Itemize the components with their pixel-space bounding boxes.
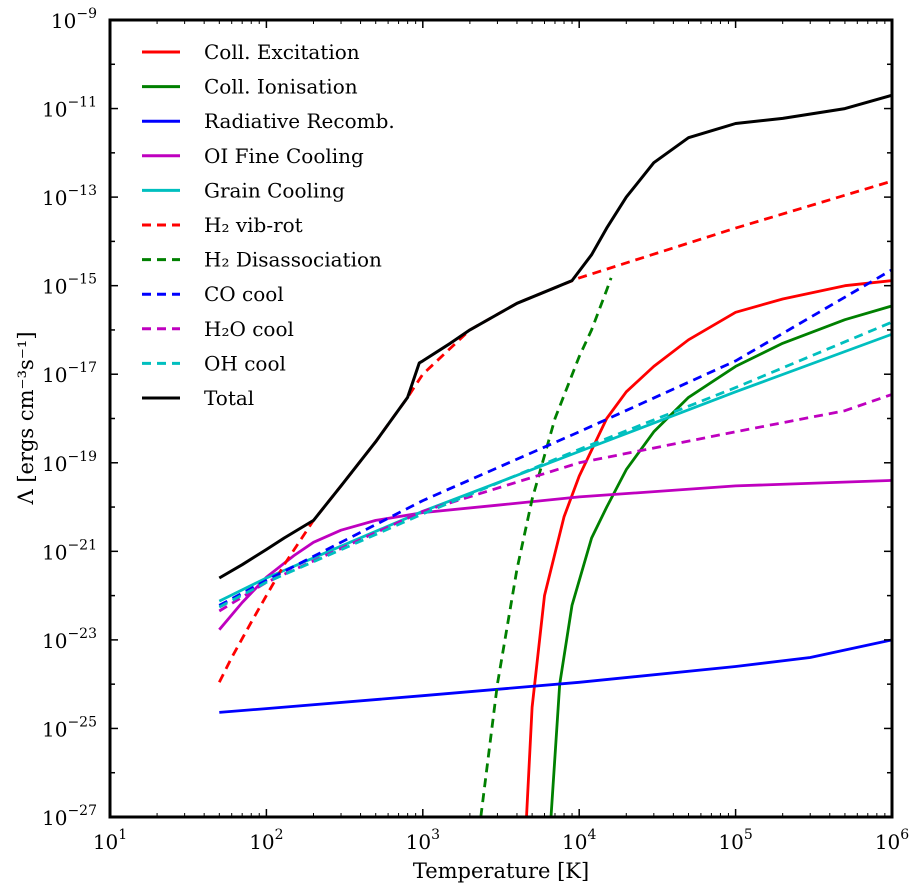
y-tick-label: 10−11 (42, 95, 97, 122)
legend-label-co-cool: CO cool (204, 282, 284, 306)
legend-label-oh-cool: OH cool (204, 351, 286, 375)
x-tick-label: 105 (718, 827, 752, 854)
legend-label-h2-disassociation: H₂ Disassociation (204, 248, 382, 272)
legend: Coll. Excitation Coll. Ionisation Radiativ… (142, 40, 395, 410)
series-line-oh-cool (218, 320, 893, 609)
x-tick-label: 102 (249, 827, 283, 854)
y-tick-label: 10−13 (42, 183, 97, 210)
y-axis-label: Λ [ergs cm⁻³s⁻¹] (14, 331, 38, 505)
legend-label-grain-cooling: Grain Cooling (204, 178, 345, 202)
legend-label-coll-excitation: Coll. Excitation (204, 40, 360, 64)
x-axis-label: Temperature [K] (413, 859, 589, 883)
y-tick-label: 10−19 (42, 449, 97, 476)
y-tick-label: 10−17 (42, 360, 97, 387)
legend-label-h2-vib-rot: H₂ vib-rot (204, 213, 303, 237)
legend-label-total: Total (204, 386, 254, 410)
y-tick-label: 10−27 (42, 803, 97, 830)
y-tick-label: 10−23 (42, 626, 97, 653)
y-tick-label: 10−9 (51, 6, 97, 33)
series-line-total (218, 93, 893, 580)
x-tick-label: 104 (562, 827, 596, 854)
legend-label-oi-fine-cooling: OI Fine Cooling (204, 144, 364, 168)
series-line-coll-excitation (525, 279, 893, 818)
series-layer (218, 93, 893, 818)
series-line-co-cool (218, 268, 893, 607)
series-line-radiative-recomb (219, 638, 893, 714)
series-line-grain-cooling (218, 332, 893, 603)
legend-label-coll-ionisation: Coll. Ionisation (204, 75, 358, 99)
y-tick-label: 10−21 (42, 537, 97, 564)
x-tick-label: 101 (93, 827, 127, 854)
series-line-coll-ionisation (549, 304, 893, 818)
y-tick-label: 10−25 (42, 714, 97, 741)
plot-frame (108, 18, 894, 819)
y-tick-label: 10−15 (42, 272, 97, 299)
series-line-h2o-cool (218, 393, 893, 613)
ticks-layer: 101 102 103 104 105 106 10−27 10−25 10−23 10−21 10… (42, 6, 909, 854)
series-line-h2-disassociation (479, 277, 613, 818)
legend-label-radiative-recomb: Radiative Recomb. (204, 109, 395, 133)
x-tick-label: 106 (875, 827, 909, 854)
x-tick-label: 103 (406, 827, 440, 854)
legend-label-h2o-cool: H₂O cool (204, 317, 294, 341)
